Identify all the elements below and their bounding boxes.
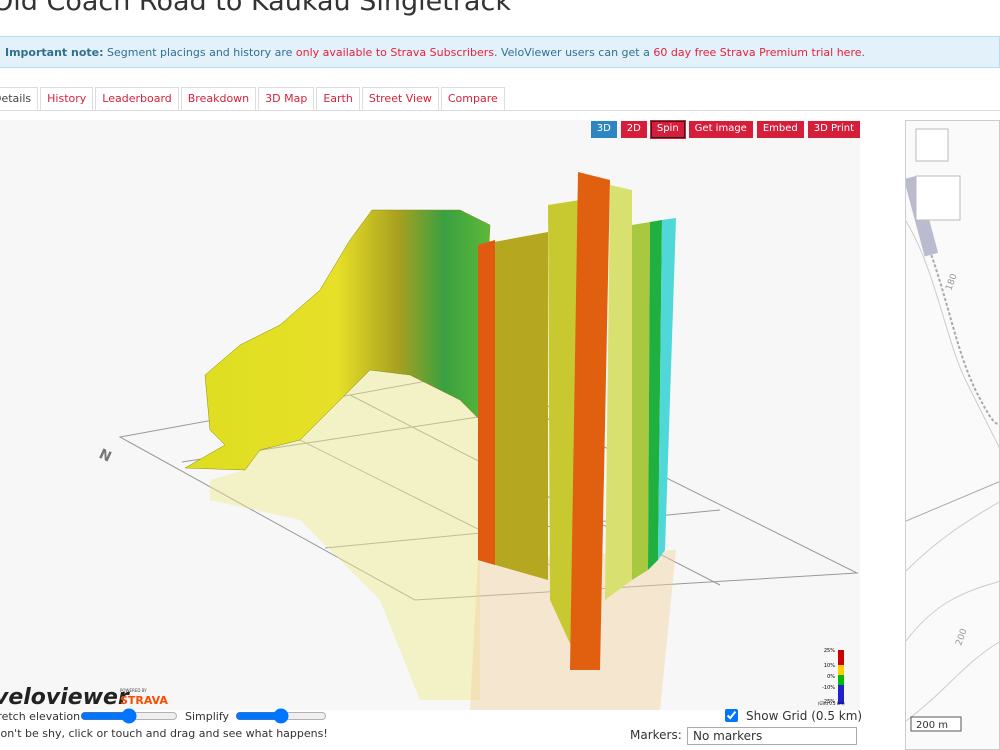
viewer-canvas[interactable]: N 25% 10% 0% -10% -25% (Grid 0.5 km) vel… xyxy=(0,120,860,710)
tab[interactable]: Compare xyxy=(440,87,505,110)
label: Show Grid (0.5 km) xyxy=(746,709,863,723)
button[interactable]: Get image xyxy=(688,121,753,138)
label: Markers: xyxy=(630,728,682,742)
viewer[interactable]: N 25% 10% 0% -10% -25% (Grid 0.5 km) vel… xyxy=(0,120,860,710)
elevation-wall xyxy=(184,209,491,471)
view-buttons: 3D 2D Spin Get image Embed 3D Print xyxy=(590,120,860,139)
tab[interactable]: Details xyxy=(0,87,39,110)
contour xyxy=(906,501,999,572)
scale-bar xyxy=(910,716,962,732)
checkbox[interactable] xyxy=(725,709,738,722)
legend-label: -25% xyxy=(822,699,835,705)
notice-link[interactable]: only available to Strava Subscribers xyxy=(295,46,494,59)
contour-label: 200 xyxy=(954,627,969,647)
elevation-wall xyxy=(648,220,662,570)
legend-note: (Grid 0.5 km) xyxy=(818,701,845,706)
slider[interactable] xyxy=(80,708,178,724)
button[interactable]: 2D xyxy=(620,121,647,138)
elevation-wall xyxy=(570,172,610,670)
slider[interactable] xyxy=(235,708,327,724)
legend-label: 10% xyxy=(824,663,835,669)
scene: N 25% 10% 0% -10% -25% (Grid 0.5 km) vel… xyxy=(0,172,859,710)
legend-bar xyxy=(838,685,844,704)
elevation-wall xyxy=(605,185,632,600)
map-canvas: 180 200 200 m xyxy=(906,128,999,732)
button[interactable]: 3D xyxy=(590,121,617,138)
legend-label: 0% xyxy=(827,674,835,680)
notice-link[interactable]: 60 day free Strava Premium trial here xyxy=(653,46,862,59)
contour xyxy=(906,220,999,449)
legend-bar xyxy=(838,665,844,675)
label: Stretch elevation xyxy=(0,710,81,723)
notice-label: Important note: xyxy=(5,46,104,59)
legend-label: 25% xyxy=(824,648,835,654)
road xyxy=(906,481,999,522)
elevation-wall xyxy=(632,222,650,580)
tab[interactable]: Street View xyxy=(361,87,439,110)
tab[interactable]: Breakdown xyxy=(180,87,257,110)
contour xyxy=(906,581,999,642)
grid xyxy=(118,374,859,601)
contour xyxy=(906,641,999,722)
fullscreen-button[interactable] xyxy=(915,128,949,162)
divider xyxy=(0,110,1000,111)
logo-strava: STRAVA xyxy=(120,694,168,707)
notice-text: . VeloViewer users can get a xyxy=(493,46,650,59)
scale-label: 200 m xyxy=(916,720,948,731)
elevation-wall xyxy=(478,240,495,565)
label: Simplify xyxy=(185,710,230,723)
tab[interactable]: 3D Map xyxy=(258,87,315,110)
select[interactable]: No markers xyxy=(687,727,857,745)
notice-text: . xyxy=(861,46,866,59)
button[interactable]: Spin xyxy=(649,120,686,139)
map[interactable]: 180 200 200 m xyxy=(905,120,1000,750)
legend-bar xyxy=(838,675,844,685)
north-arrow: N xyxy=(96,446,113,465)
notice-text: Segment placings and history are xyxy=(107,46,293,59)
page-title: Old Coach Road to Kaukau Singletrack xyxy=(0,0,511,17)
contour-label: 180 xyxy=(944,272,959,292)
logo: veloviewer xyxy=(0,685,130,710)
reflection xyxy=(210,370,480,700)
hint: Don't be shy, click or touch and drag an… xyxy=(0,727,328,740)
tab[interactable]: Earth xyxy=(316,87,360,110)
layers-button[interactable] xyxy=(915,175,961,221)
tab[interactable]: History xyxy=(40,87,94,110)
tab[interactable]: Leaderboard xyxy=(95,87,179,110)
tab-bar: Details History Leaderboard Breakdown 3D… xyxy=(0,87,505,110)
button[interactable]: 3D Print xyxy=(807,121,860,138)
track xyxy=(925,240,999,426)
logo-powered: POWERED BY xyxy=(120,688,147,693)
notice: Important note: Segment placings and his… xyxy=(0,36,1000,68)
elevation-wall xyxy=(658,218,676,560)
elevation-wall xyxy=(478,232,548,580)
legend-label: -10% xyxy=(822,685,835,691)
button[interactable]: Embed xyxy=(756,121,804,138)
